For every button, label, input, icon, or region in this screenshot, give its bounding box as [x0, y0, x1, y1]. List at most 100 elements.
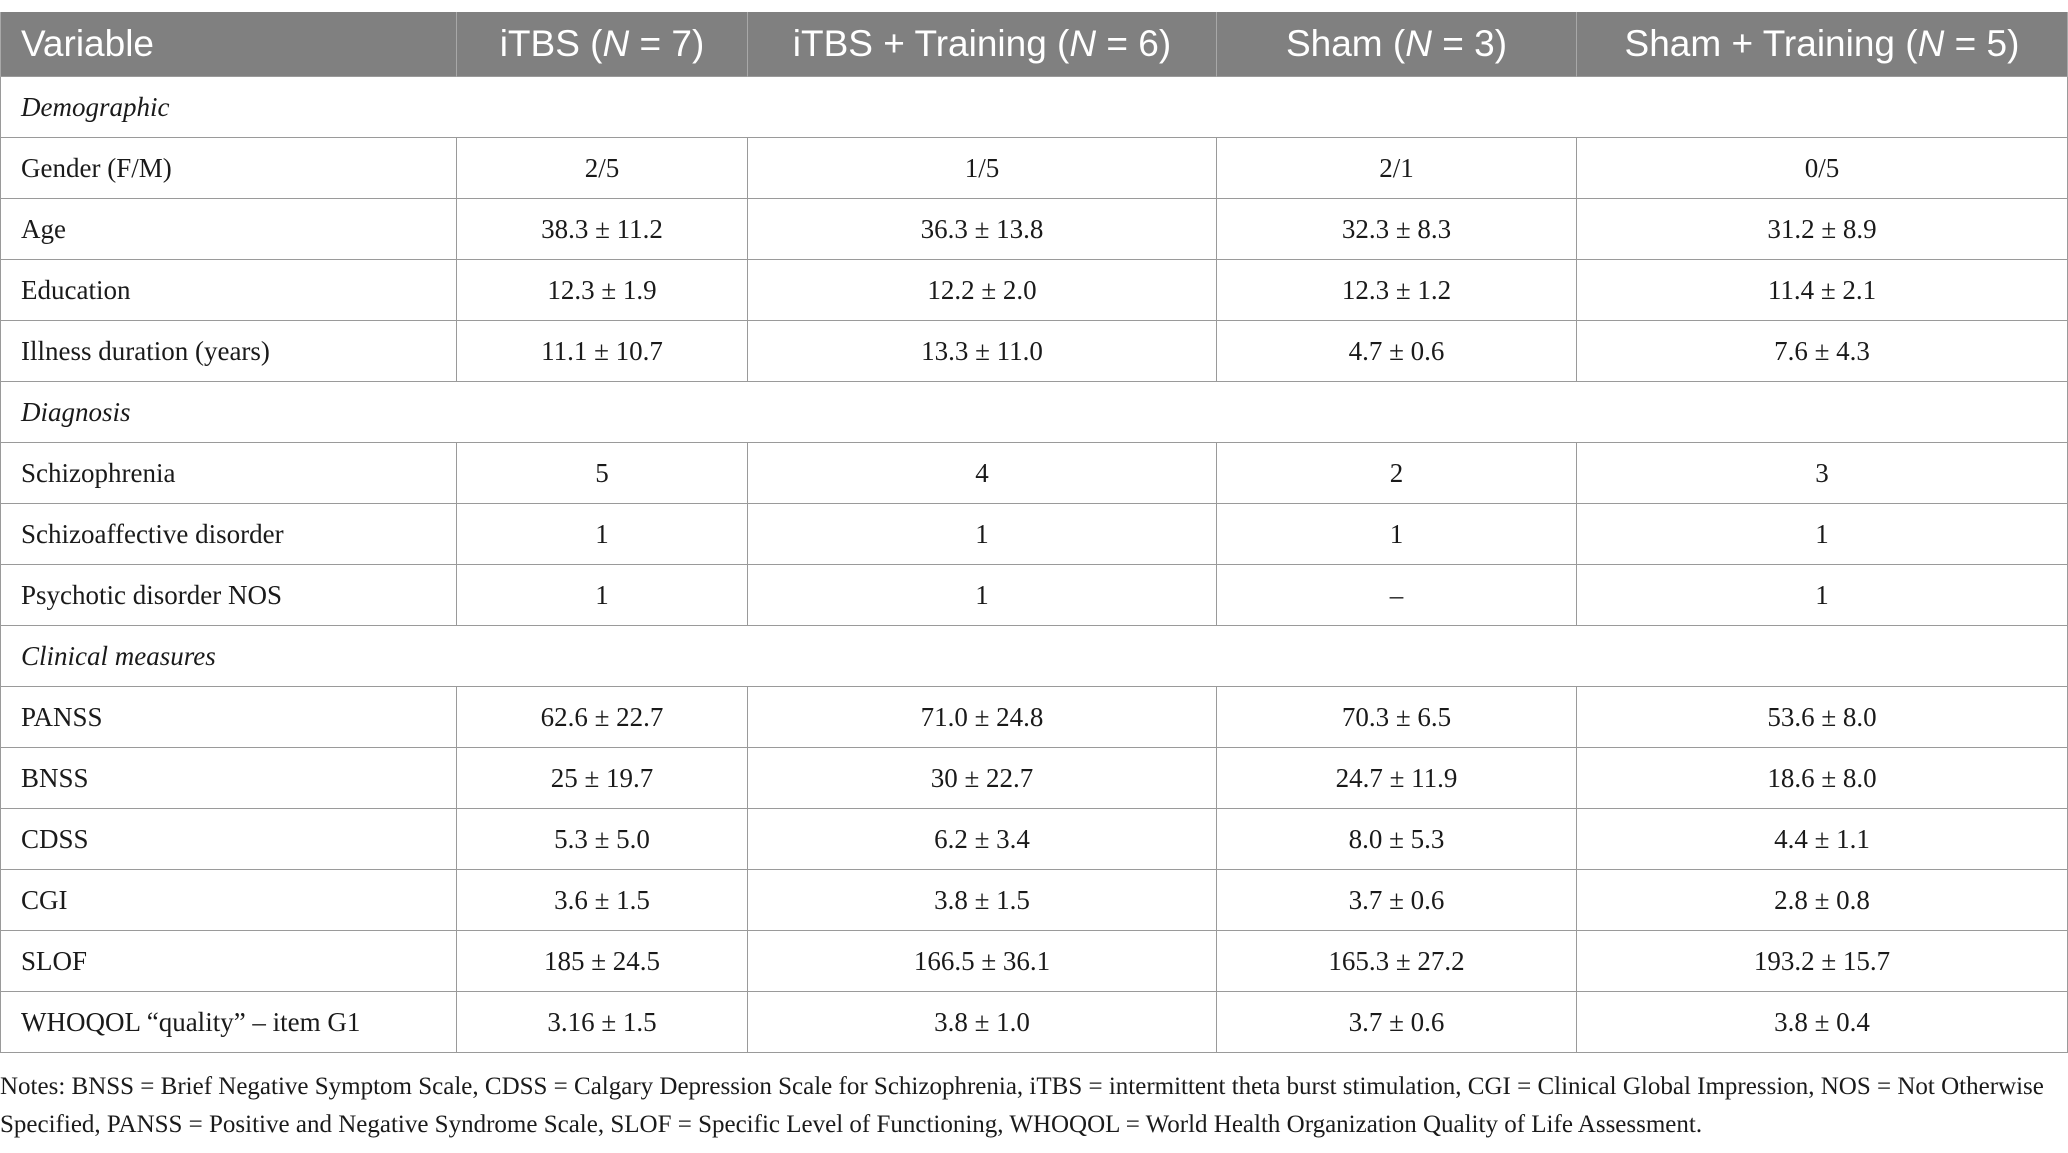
table-cell: 3.8 ± 1.0: [747, 991, 1217, 1053]
n-value: 5: [1986, 23, 2008, 64]
row-label: Schizoaffective disorder: [0, 503, 457, 565]
table-cell: 3.16 ± 1.5: [456, 991, 748, 1053]
demographics-table: Variable iTBS (N = 7) iTBS + Training (N…: [0, 12, 2068, 1053]
group-name: iTBS + Training: [792, 23, 1047, 64]
table-cell: 8.0 ± 5.3: [1216, 808, 1577, 870]
table-row: CDSS 5.3 ± 5.0 6.2 ± 3.4 8.0 ± 5.3 4.4 ± 1.1: [0, 808, 2068, 870]
table-cell: 7.6 ± 4.3: [1576, 320, 2068, 382]
n-value: 3: [1474, 23, 1495, 64]
table-row: PANSS 62.6 ± 22.7 71.0 ± 24.8 70.3 ± 6.5 53.…: [0, 686, 2068, 748]
table-cell: 70.3 ± 6.5: [1216, 686, 1577, 748]
table-cell: 1: [1216, 503, 1577, 565]
n-label: N: [602, 23, 630, 64]
group-name: iTBS: [499, 23, 580, 64]
header-group-sham-training: Sham + Training (N = 5): [1576, 12, 2068, 77]
row-label: SLOF: [0, 930, 457, 992]
table-cell: 0/5: [1576, 137, 2068, 199]
table-row: Schizoaffective disorder 1 1 1 1: [0, 503, 2068, 565]
n-label: N: [1405, 23, 1432, 64]
section-title: Diagnosis: [0, 381, 2068, 443]
table-row: Age 38.3 ± 11.2 36.3 ± 13.8 32.3 ± 8.3 31.2 …: [0, 198, 2068, 260]
table-row: Psychotic disorder NOS 1 1–1: [0, 564, 2068, 626]
header-group-itbs: iTBS (N = 7): [456, 12, 748, 77]
table-cell: 4: [747, 442, 1217, 504]
table-cell: –: [1216, 564, 1577, 626]
table-cell: 3.8 ± 1.5: [747, 869, 1217, 931]
table-notes: Notes: BNSS = Brief Negative Symptom Sca…: [0, 1073, 2044, 1138]
table-cell: 32.3 ± 8.3: [1216, 198, 1577, 260]
row-label: WHOQOL “quality” – item G1: [0, 991, 457, 1053]
table-cell: 165.3 ± 27.2: [1216, 930, 1577, 992]
group-name: Sham + Training: [1624, 23, 1896, 64]
header-variable: Variable: [0, 12, 457, 77]
table-cell: 2/5: [456, 137, 748, 199]
table-cell: 12.3 ± 1.9: [456, 259, 748, 321]
table-cell: 1: [747, 503, 1217, 565]
row-label: PANSS: [0, 686, 457, 748]
n-value: 7: [671, 23, 692, 64]
table-cell: 12.2 ± 2.0: [747, 259, 1217, 321]
group-name: Sham: [1285, 23, 1383, 64]
table-cell: 5: [456, 442, 748, 504]
table-cell: 3.7 ± 0.6: [1216, 869, 1577, 931]
section-row: Clinical measures: [0, 625, 2068, 687]
table-row: Illness duration (years) 11.1 ± 10.7 13.3 …: [0, 320, 2068, 382]
row-label: Gender (F/M): [0, 137, 457, 199]
row-label: Education: [0, 259, 457, 321]
row-label: Age: [0, 198, 457, 260]
table-row: WHOQOL “quality” – item G1 3.16 ± 1.5 3.8 …: [0, 991, 2068, 1053]
table-cell: 53.6 ± 8.0: [1576, 686, 2068, 748]
table-cell: 1: [1576, 503, 2068, 565]
header-group-sham: Sham (N = 3): [1216, 12, 1577, 77]
row-label: Illness duration (years): [0, 320, 457, 382]
n-label: N: [1917, 23, 1945, 64]
table-body: Demographic Gender (F/M) 2/5 1/5 2/1 0/5 Age 38…: [0, 76, 2068, 1053]
row-label: CGI: [0, 869, 457, 931]
table-cell: 12.3 ± 1.2: [1216, 259, 1577, 321]
row-label: BNSS: [0, 747, 457, 809]
n-value: 6: [1138, 23, 1159, 64]
table-cell: 18.6 ± 8.0: [1576, 747, 2068, 809]
section-row: Demographic: [0, 76, 2068, 138]
table-cell: 3.7 ± 0.6: [1216, 991, 1577, 1053]
table-cell: 2: [1216, 442, 1577, 504]
section-row: Diagnosis: [0, 381, 2068, 443]
table-cell: 24.7 ± 11.9: [1216, 747, 1577, 809]
row-label: Schizophrenia: [0, 442, 457, 504]
table-row: BNSS 25 ± 19.7 30 ± 22.7 24.7 ± 11.9 18.6 ± …: [0, 747, 2068, 809]
table-cell: 1: [1576, 564, 2068, 626]
table-cell: 31.2 ± 8.9: [1576, 198, 2068, 260]
table-cell: 3.8 ± 0.4: [1576, 991, 2068, 1053]
table-cell: 30 ± 22.7: [747, 747, 1217, 809]
table-cell: 11.4 ± 2.1: [1576, 259, 2068, 321]
table-row: Schizophrenia 5 4 2 3: [0, 442, 2068, 504]
table-row: CGI 3.6 ± 1.5 3.8 ± 1.5 3.7 ± 0.6 2.8 ± 0.8: [0, 869, 2068, 931]
table-cell: 1: [456, 503, 748, 565]
table-row: Education 12.3 ± 1.9 12.2 ± 2.0 12.3 ± 1.2 1…: [0, 259, 2068, 321]
demographics-table-container: Variable iTBS (N = 7) iTBS + Training (N…: [0, 12, 2068, 1053]
table-cell: 1/5: [747, 137, 1217, 199]
table-cell: 185 ± 24.5: [456, 930, 748, 992]
table-cell: 38.3 ± 11.2: [456, 198, 748, 260]
header-row: Variable iTBS (N = 7) iTBS + Training (N…: [0, 12, 2068, 77]
table-cell: 3.6 ± 1.5: [456, 869, 748, 931]
table-cell: 3: [1576, 442, 2068, 504]
table-cell: 71.0 ± 24.8: [747, 686, 1217, 748]
section-title: Clinical measures: [0, 625, 2068, 687]
table-cell: 1: [747, 564, 1217, 626]
table-cell: 62.6 ± 22.7: [456, 686, 748, 748]
table-cell: 1: [456, 564, 748, 626]
section-title: Demographic: [0, 76, 2068, 138]
table-header: Variable iTBS (N = 7) iTBS + Training (N…: [0, 12, 2068, 77]
table-cell: 13.3 ± 11.0: [747, 320, 1217, 382]
table-cell: 36.3 ± 13.8: [747, 198, 1217, 260]
table-cell: 5.3 ± 5.0: [456, 808, 748, 870]
header-group-itbs-training: iTBS + Training (N = 6): [747, 12, 1217, 77]
table-row: Gender (F/M) 2/5 1/5 2/1 0/5: [0, 137, 2068, 199]
table-cell: 25 ± 19.7: [456, 747, 748, 809]
table-cell: 6.2 ± 3.4: [747, 808, 1217, 870]
table-cell: 4.7 ± 0.6: [1216, 320, 1577, 382]
table-cell: 2/1: [1216, 137, 1577, 199]
table-cell: 2.8 ± 0.8: [1576, 869, 2068, 931]
row-label: CDSS: [0, 808, 457, 870]
